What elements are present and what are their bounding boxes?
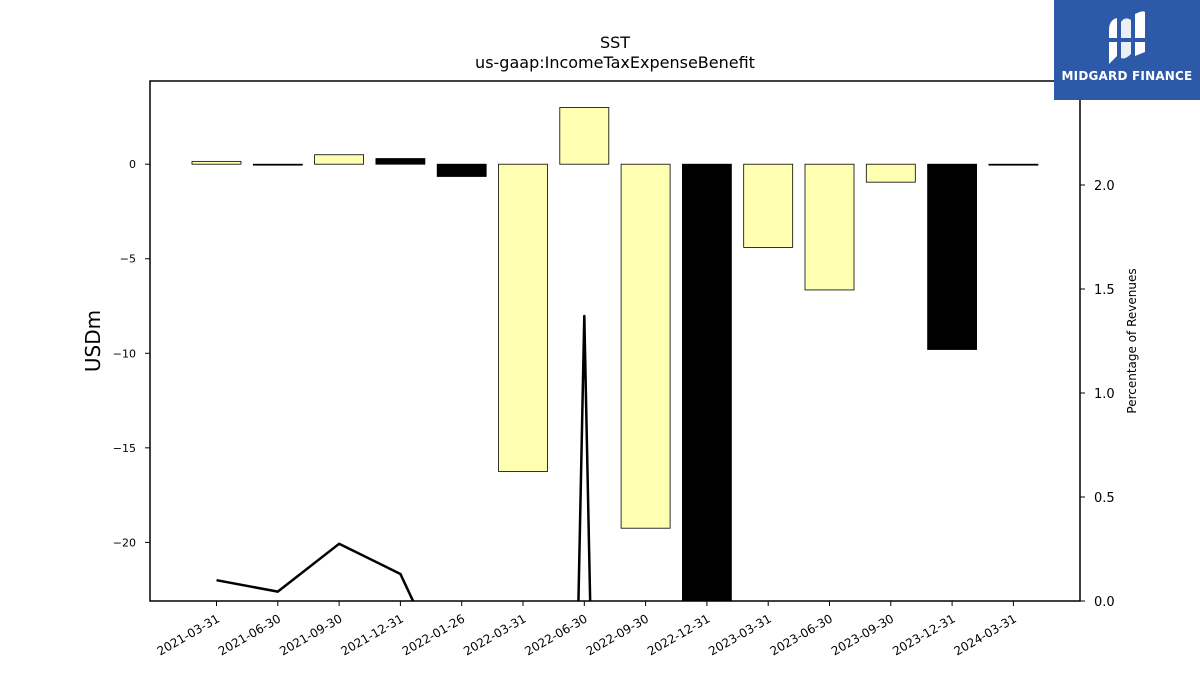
- y2-tick-label: 1.5: [1094, 283, 1115, 298]
- x-tick-label: 2021-06-30: [216, 611, 283, 658]
- bar-2021-12-31: [375, 158, 426, 165]
- x-tick-label: 2024-03-31: [951, 611, 1018, 658]
- y2-tick-label: 1.0: [1094, 387, 1115, 402]
- bar-2022-12-31: [682, 163, 732, 601]
- y2-axis-label: Percentage of Revenues: [1125, 268, 1139, 413]
- bar-2022-09-30: [620, 163, 671, 529]
- bar-2021-03-31: [191, 160, 242, 165]
- y2-tick-label: 2.0: [1094, 179, 1115, 194]
- x-tick-label: 2022-01-26: [400, 611, 467, 658]
- bar-2023-03-31: [743, 163, 794, 248]
- percentage-line-spike: [577, 314, 592, 601]
- bar-2021-09-30: [314, 154, 365, 165]
- y-tick-label: −10: [113, 347, 136, 360]
- logo-text: MIDGARD FINANCE: [1061, 69, 1193, 83]
- chart-subtitle: us-gaap:IncomeTaxExpenseBenefit: [475, 53, 755, 72]
- logo-mark-icon: [1107, 11, 1147, 64]
- x-tick-label: 2023-03-31: [706, 611, 773, 658]
- bar-2024-03-31: [988, 163, 1039, 166]
- chart-title: SST: [600, 33, 630, 52]
- x-tick-label: 2021-12-31: [338, 611, 405, 658]
- bar-2023-12-31: [927, 163, 977, 350]
- x-tick-label: 2023-09-30: [829, 611, 896, 658]
- x-tick-label: 2022-12-31: [645, 611, 712, 658]
- bar-2023-06-30: [804, 163, 855, 291]
- bar-2022-03-31: [498, 163, 548, 472]
- x-tick-label: 2021-09-30: [277, 611, 344, 658]
- y-tick-label: −20: [113, 536, 136, 549]
- y-tick-label: −15: [113, 442, 136, 455]
- x-tick-label: 2021-03-31: [155, 611, 222, 658]
- bar-2023-09-30: [865, 163, 916, 183]
- y-tick-label: 0: [129, 158, 136, 171]
- y-axis-label: USDm: [81, 310, 105, 372]
- x-tick-label: 2022-03-31: [461, 611, 528, 658]
- x-tick-label: 2023-12-31: [890, 611, 957, 658]
- x-tick-label: 2023-06-30: [768, 611, 835, 658]
- plot-frame: [149, 80, 1081, 602]
- y2-tick-label: 0.0: [1094, 595, 1115, 610]
- logo: MIDGARD FINANCE: [1054, 0, 1200, 100]
- bar-2021-06-30: [252, 163, 303, 166]
- percentage-line: [216, 542, 415, 601]
- y2-tick-label: 0.5: [1094, 491, 1115, 506]
- y-tick-label: −5: [120, 253, 136, 266]
- x-tick-label: 2022-06-30: [522, 611, 589, 658]
- x-tick-label: 2022-09-30: [584, 611, 651, 658]
- bar-2022-01-26: [436, 163, 487, 177]
- bar-2022-06-30: [559, 107, 610, 165]
